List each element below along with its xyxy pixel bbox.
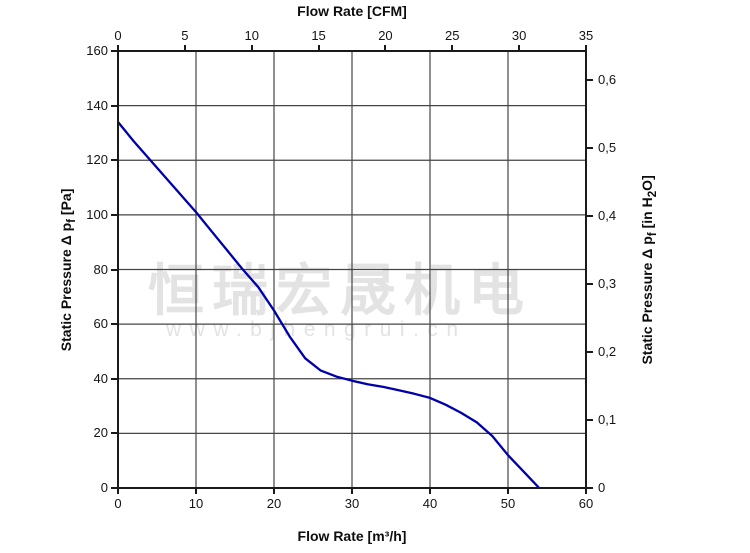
right-axis-title-subscript: f <box>645 232 659 237</box>
right-axis-title-unit-close: O] <box>639 175 656 191</box>
top-axis-tick-label: 25 <box>445 28 460 43</box>
top-axis-tick-label: 30 <box>511 28 527 43</box>
left-axis-tick-label: 60 <box>93 316 108 332</box>
right-axis-title-unit-open: [in H <box>639 197 656 233</box>
left-axis-tick <box>111 104 118 107</box>
top-axis-tick-label: 15 <box>311 28 326 43</box>
left-axis-tick <box>111 377 118 380</box>
bottom-axis-tick-label: 20 <box>266 496 282 511</box>
bottom-axis-tick-label: 30 <box>344 496 360 511</box>
bottom-axis-tick-label: 40 <box>422 496 438 511</box>
top-axis-tick <box>250 45 253 51</box>
left-axis-tick-label: 160 <box>86 43 108 58</box>
bottom-axis-tick <box>117 488 119 494</box>
right-axis-tick <box>586 282 593 285</box>
top-axis-tick-label: 20 <box>378 28 393 43</box>
bottom-axis-tick-label: 0 <box>114 496 122 511</box>
top-axis-tick <box>183 45 186 51</box>
right-axis-tick-label: 0,2 <box>598 343 617 359</box>
bottom-axis-tick-label: 50 <box>500 496 516 511</box>
left-axis-tick-label: 20 <box>93 425 108 441</box>
right-axis-tick-label: 0,1 <box>598 411 617 427</box>
right-axis-title-h2o-subscript: 2 <box>645 190 659 198</box>
top-axis-tick <box>384 45 387 51</box>
right-axis-title: Static Pressure Δ pf [in H2O] <box>639 20 659 520</box>
left-axis-tick <box>111 323 118 326</box>
bottom-axis-tick-label: 10 <box>188 496 204 511</box>
plot-area <box>118 51 586 488</box>
top-axis-title: Flow Rate [CFM] <box>297 3 407 19</box>
left-axis-tick-label: 140 <box>86 97 108 113</box>
right-axis-tick <box>586 350 593 353</box>
left-axis-tick <box>111 268 118 271</box>
bottom-axis-tick <box>507 488 509 494</box>
bottom-axis-tick-label: 60 <box>578 496 594 511</box>
bottom-axis-tick <box>429 488 431 494</box>
top-axis-tick <box>451 45 454 51</box>
right-axis-tick-label: 0 <box>598 480 606 495</box>
plot-frame <box>117 50 587 489</box>
bottom-axis-tick <box>195 488 197 494</box>
bottom-axis-tick <box>273 488 275 494</box>
top-axis-tick-label: 10 <box>244 28 259 43</box>
top-axis-tick-label: 5 <box>181 28 189 43</box>
top-axis-tick <box>585 45 587 51</box>
left-axis-tick-label: 120 <box>86 152 108 168</box>
left-axis-tick-label: 0 <box>100 480 108 495</box>
left-axis-tick <box>111 50 118 52</box>
top-axis-tick <box>518 45 521 51</box>
bottom-axis-tick <box>585 488 587 494</box>
top-axis-tick <box>317 45 320 51</box>
bottom-axis-title: Flow Rate [m³/h] <box>297 528 407 544</box>
left-axis-tick <box>111 432 118 435</box>
right-axis-tick <box>586 418 593 421</box>
static-pressure-curve <box>118 121 541 488</box>
right-axis-tick-label: 0,6 <box>598 71 617 87</box>
right-axis-tick-label: 0,4 <box>598 207 617 223</box>
left-axis-tick-label: 40 <box>93 370 108 386</box>
right-axis-tick <box>586 78 593 81</box>
right-axis-tick <box>586 146 593 149</box>
right-axis-tick <box>586 487 593 489</box>
top-axis-tick <box>117 45 119 51</box>
left-axis-tick-label: 80 <box>93 261 108 277</box>
left-axis-tick-label: 100 <box>86 206 108 222</box>
bottom-axis-tick <box>351 488 353 494</box>
right-axis-title-text: Static Pressure Δ p <box>639 236 656 365</box>
top-axis-tick-label: 0 <box>114 28 122 43</box>
right-axis-tick <box>586 214 593 217</box>
right-axis-tick-label: 0,5 <box>598 139 617 155</box>
right-axis-tick-label: 0,3 <box>598 275 617 291</box>
left-axis-tick <box>111 487 118 489</box>
left-axis-tick <box>111 213 118 216</box>
left-axis-tick <box>111 159 118 162</box>
top-axis-tick-label: 35 <box>578 28 594 43</box>
